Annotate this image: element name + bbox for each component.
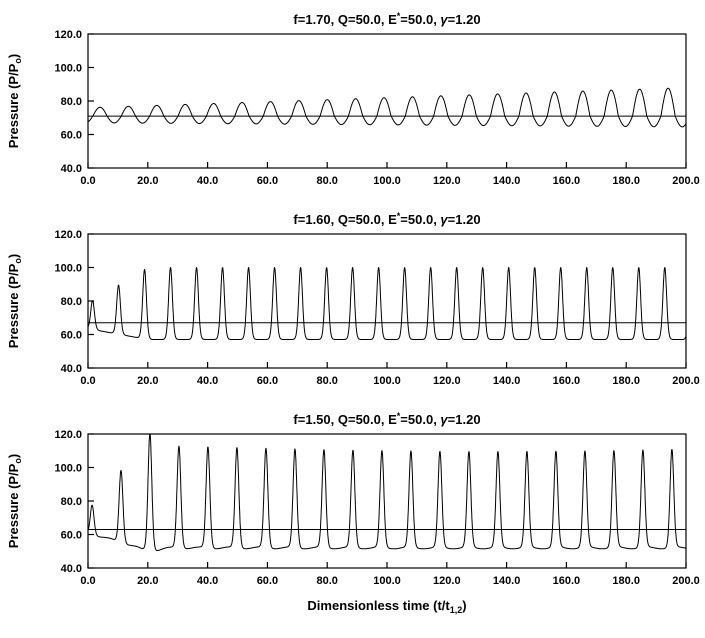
x-tick-label: 0.0 <box>80 175 95 187</box>
x-tick-label: 60.0 <box>257 375 278 387</box>
x-tick-label: 140.0 <box>493 375 521 387</box>
x-tick-label: 80.0 <box>316 375 337 387</box>
y-tick-label: 100.0 <box>54 263 82 275</box>
y-tick-label: 80.0 <box>61 96 82 108</box>
y-tick-label: 40.0 <box>61 363 82 375</box>
x-tick-label: 100.0 <box>373 175 401 187</box>
x-tick-label: 180.0 <box>612 575 640 587</box>
plot-svg-1: f=1.60, Q=50.0, E*=50.0, γ=1.20 40.0 60.0 8… <box>6 211 700 387</box>
x-tick-label: 40.0 <box>197 575 218 587</box>
y-tick-label: 100.0 <box>54 463 82 475</box>
y-tick-label: 40.0 <box>61 563 82 575</box>
chart-panel-f1-60: f=1.60, Q=50.0, E*=50.0, γ=1.20 40.0 60.0 8… <box>0 204 705 404</box>
x-tick-label: 200.0 <box>672 375 700 387</box>
y-tick-label: 60.0 <box>61 130 82 142</box>
x-axis-label: Dimensionless time (t/t1,2) <box>307 598 466 615</box>
x-tick-label: 60.0 <box>257 575 278 587</box>
chart-title: f=1.50, Q=50.0, E*=50.0, γ=1.20 <box>293 411 480 427</box>
x-tick-label: 200.0 <box>672 175 700 187</box>
x-tick-label: 120.0 <box>433 375 461 387</box>
x-tick-label: 40.0 <box>197 175 218 187</box>
x-tick-label: 80.0 <box>316 575 337 587</box>
x-tick-label: 60.0 <box>257 175 278 187</box>
x-tick-label: 140.0 <box>493 575 521 587</box>
x-tick-label: 40.0 <box>197 375 218 387</box>
plot-svg-0: f=1.70, Q=50.0, E*=50.0, γ=1.20 40.0 60.0 8… <box>6 11 700 187</box>
pressure-series <box>87 433 687 551</box>
chart-panel-f1-50: f=1.50, Q=50.0, E*=50.0, γ=1.20 40.0 60.0 8… <box>0 404 705 626</box>
x-tick-label: 120.0 <box>433 575 461 587</box>
y-tick-label: 120.0 <box>54 229 82 241</box>
y-tick-label: 120.0 <box>54 429 82 441</box>
y-tick-label: 100.0 <box>54 63 82 75</box>
x-tick-label: 160.0 <box>553 175 581 187</box>
x-tick-label: 180.0 <box>612 175 640 187</box>
x-tick-label: 20.0 <box>137 175 158 187</box>
y-tick-label: 60.0 <box>61 330 82 342</box>
chart-title: f=1.60, Q=50.0, E*=50.0, γ=1.20 <box>293 211 480 227</box>
x-tick-label: 100.0 <box>373 375 401 387</box>
y-tick-label: 80.0 <box>61 496 82 508</box>
chart-panel-f1-70: f=1.70, Q=50.0, E*=50.0, γ=1.20 40.0 60.0 8… <box>0 4 705 204</box>
x-tick-label: 0.0 <box>80 375 95 387</box>
plot-frame <box>87 233 687 369</box>
x-tick-label: 160.0 <box>553 375 581 387</box>
y-tick-label: 80.0 <box>61 296 82 308</box>
x-tick-label: 120.0 <box>433 175 461 187</box>
y-tick-label: 40.0 <box>61 163 82 175</box>
y-tick-label: 60.0 <box>61 530 82 542</box>
y-axis-label: Pressure (P/Po) <box>6 454 23 548</box>
x-tick-label: 200.0 <box>672 575 700 587</box>
pressure-series <box>87 87 687 128</box>
plot-svg-2: f=1.50, Q=50.0, E*=50.0, γ=1.20 40.0 60.0 8… <box>6 411 700 615</box>
pressure-series <box>87 267 687 340</box>
x-tick-label: 180.0 <box>612 375 640 387</box>
x-tick-label: 20.0 <box>137 375 158 387</box>
x-tick-label: 0.0 <box>80 575 95 587</box>
y-tick-label: 120.0 <box>54 29 82 41</box>
y-axis-label: Pressure (P/Po) <box>6 54 23 148</box>
x-tick-label: 80.0 <box>316 175 337 187</box>
x-tick-label: 160.0 <box>553 575 581 587</box>
x-tick-label: 20.0 <box>137 575 158 587</box>
chart-title: f=1.70, Q=50.0, E*=50.0, γ=1.20 <box>293 11 480 27</box>
x-tick-label: 140.0 <box>493 175 521 187</box>
y-axis-label: Pressure (P/Po) <box>6 254 23 348</box>
x-tick-label: 100.0 <box>373 575 401 587</box>
